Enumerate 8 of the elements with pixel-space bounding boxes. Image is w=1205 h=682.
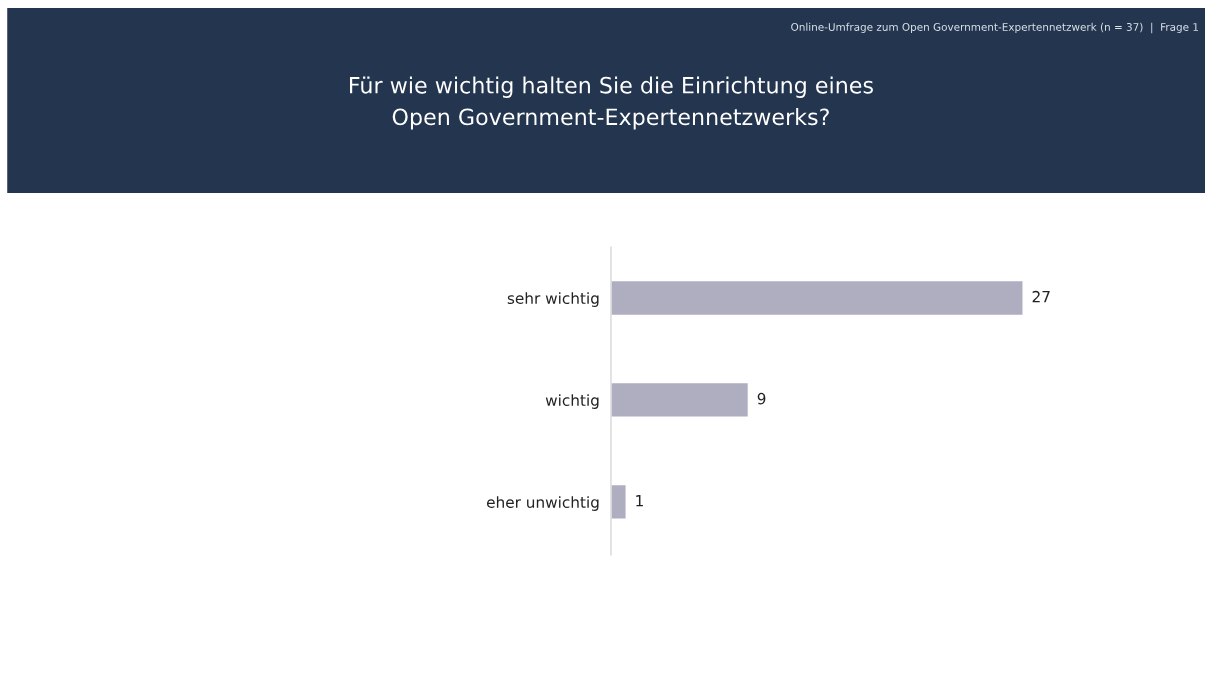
chart-title: Für wie wichtig halten Sie die Einrichtung eines Open Government-Expertennetzwerks? xyxy=(350,76,873,130)
y-tick-label: eher unwichtig xyxy=(486,496,599,511)
chart-subtitle: Online-Umfrage zum Open Government-Expertennetzwerk (n = 37) | Frage 1 xyxy=(791,22,1199,34)
data-label: 27 xyxy=(1032,290,1050,303)
data-label: 9 xyxy=(757,392,766,405)
y-tick-label: sehr wichtig xyxy=(507,292,599,307)
y-tick-label: wichtig xyxy=(545,394,599,409)
data-label: 1 xyxy=(636,495,643,507)
